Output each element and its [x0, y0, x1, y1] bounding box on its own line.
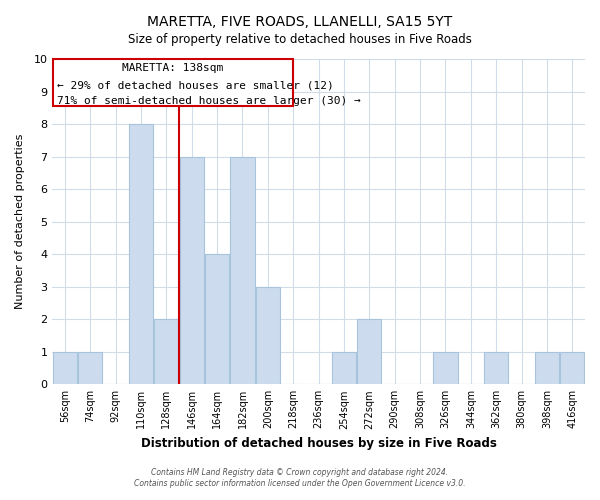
Bar [129, 124, 153, 384]
Text: Contains HM Land Registry data © Crown copyright and database right 2024.
Contai: Contains HM Land Registry data © Crown c… [134, 468, 466, 487]
X-axis label: Distribution of detached houses by size in Five Roads: Distribution of detached houses by size … [140, 437, 497, 450]
Bar [179, 156, 204, 384]
Bar [230, 156, 254, 384]
Bar [53, 352, 77, 384]
Bar [205, 254, 229, 384]
Bar [484, 352, 508, 384]
Bar [433, 352, 458, 384]
Bar [357, 319, 382, 384]
Bar [535, 352, 559, 384]
Y-axis label: Number of detached properties: Number of detached properties [15, 134, 25, 310]
Text: Size of property relative to detached houses in Five Roads: Size of property relative to detached ho… [128, 32, 472, 46]
Text: ← 29% of detached houses are smaller (12): ← 29% of detached houses are smaller (12… [56, 80, 333, 90]
Text: 71% of semi-detached houses are larger (30) →: 71% of semi-detached houses are larger (… [56, 96, 360, 106]
FancyBboxPatch shape [53, 59, 293, 106]
Bar [78, 352, 103, 384]
Text: MARETTA, FIVE ROADS, LLANELLI, SA15 5YT: MARETTA, FIVE ROADS, LLANELLI, SA15 5YT [148, 15, 452, 29]
Bar [256, 286, 280, 384]
Bar [560, 352, 584, 384]
Bar [154, 319, 178, 384]
Bar [332, 352, 356, 384]
Text: MARETTA: 138sqm: MARETTA: 138sqm [122, 63, 224, 73]
